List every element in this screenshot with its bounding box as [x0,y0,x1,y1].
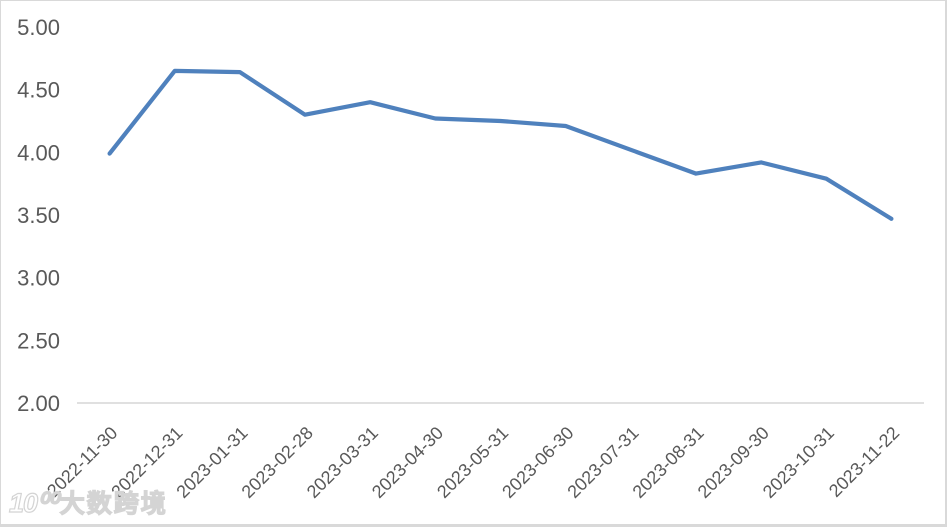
series-line [107,68,894,221]
y-axis-tick-label: 5.00 [17,15,60,40]
y-axis-tick-label: 2.50 [17,328,60,353]
y-axis-tick-label: 3.50 [17,203,60,228]
y-axis-tick-label: 4.50 [17,78,60,103]
x-axis-tick-label: 2023-10-31 [759,423,838,502]
y-axis-tick-label: 2.00 [17,391,60,416]
y-axis-tick-label: 3.00 [17,266,60,291]
y-axis-tick-label: 4.00 [17,140,60,165]
x-axis-tick-label: 2023-11-22 [825,423,903,501]
